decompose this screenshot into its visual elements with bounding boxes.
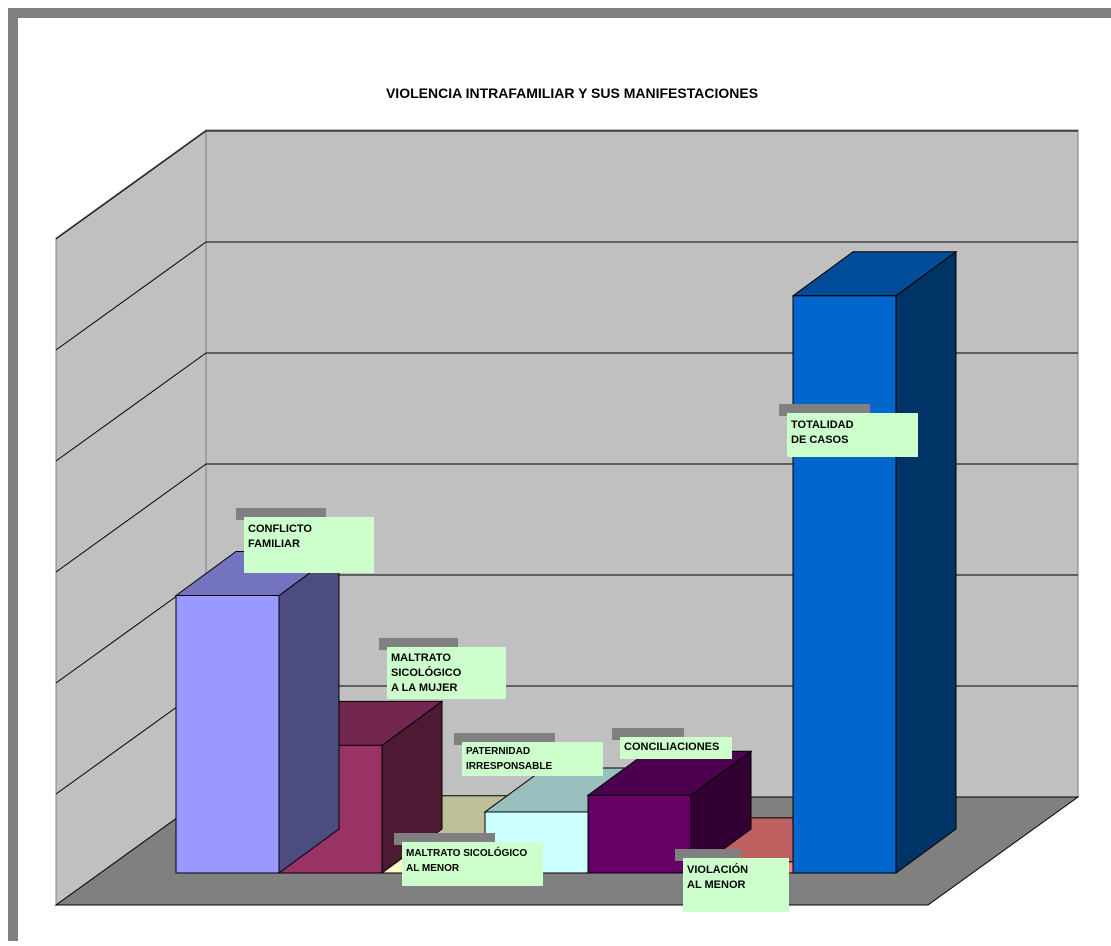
data-label-text: FAMILIAR (248, 538, 300, 550)
data-label-text: TOTALIDAD (791, 419, 854, 431)
data-label: MALTRATO SICOLÓGICO AL MENOR (394, 833, 543, 886)
data-label-text: AL MENOR (687, 879, 746, 891)
data-labels: CONFLICTO FAMILIAR MALTRATO SICOLÓGICO A LA… (236, 404, 918, 912)
data-label-text: SICOLÓGICO (391, 666, 462, 679)
data-label-box (462, 742, 603, 776)
data-label: CONCILIACIONES (612, 728, 732, 759)
data-label-box (387, 647, 506, 699)
bar (586, 750, 753, 874)
bar-side (278, 550, 340, 874)
bar-side (895, 250, 957, 874)
data-label: TOTALIDAD DE CASOS (779, 404, 918, 457)
gridline (55, 130, 207, 240)
data-label-text: MALTRATO (391, 652, 451, 664)
data-label-text: CONCILIACIONES (624, 741, 719, 753)
data-label-text: IRRESPONSABLE (466, 761, 552, 772)
data-label: PATERNIDAD IRRESPONSABLE (454, 733, 603, 776)
gridline (55, 463, 207, 573)
data-label-text: A LA MUJER (391, 682, 457, 694)
data-label: VIOLACIÓN AL MENOR (675, 849, 789, 912)
bar-front (175, 595, 280, 874)
data-label-text: MALTRATO SICOLÓGICO (406, 846, 527, 859)
data-label-box (244, 517, 374, 573)
gridline (55, 352, 207, 462)
gridline (55, 241, 207, 351)
chart-title: VIOLENCIA INTRAFAMILIAR Y SUS MANIFESTAC… (386, 85, 758, 101)
data-label-text: DE CASOS (791, 434, 848, 446)
data-label-box (402, 842, 543, 886)
data-label-text: CONFLICTO (248, 523, 312, 535)
bar-front (587, 794, 692, 874)
bar (174, 550, 341, 874)
data-label-box (620, 737, 732, 759)
data-label: MALTRATO SICOLÓGICO A LA MUJER (379, 638, 506, 699)
data-label-box (787, 413, 918, 457)
data-label-text: VIOLACIÓN (687, 863, 748, 876)
bar (791, 250, 958, 874)
data-label: CONFLICTO FAMILIAR (236, 508, 374, 573)
data-label-text: AL MENOR (406, 863, 460, 874)
data-label-text: PATERNIDAD (466, 746, 530, 757)
bar-front (792, 295, 897, 874)
data-label-box (683, 858, 789, 912)
